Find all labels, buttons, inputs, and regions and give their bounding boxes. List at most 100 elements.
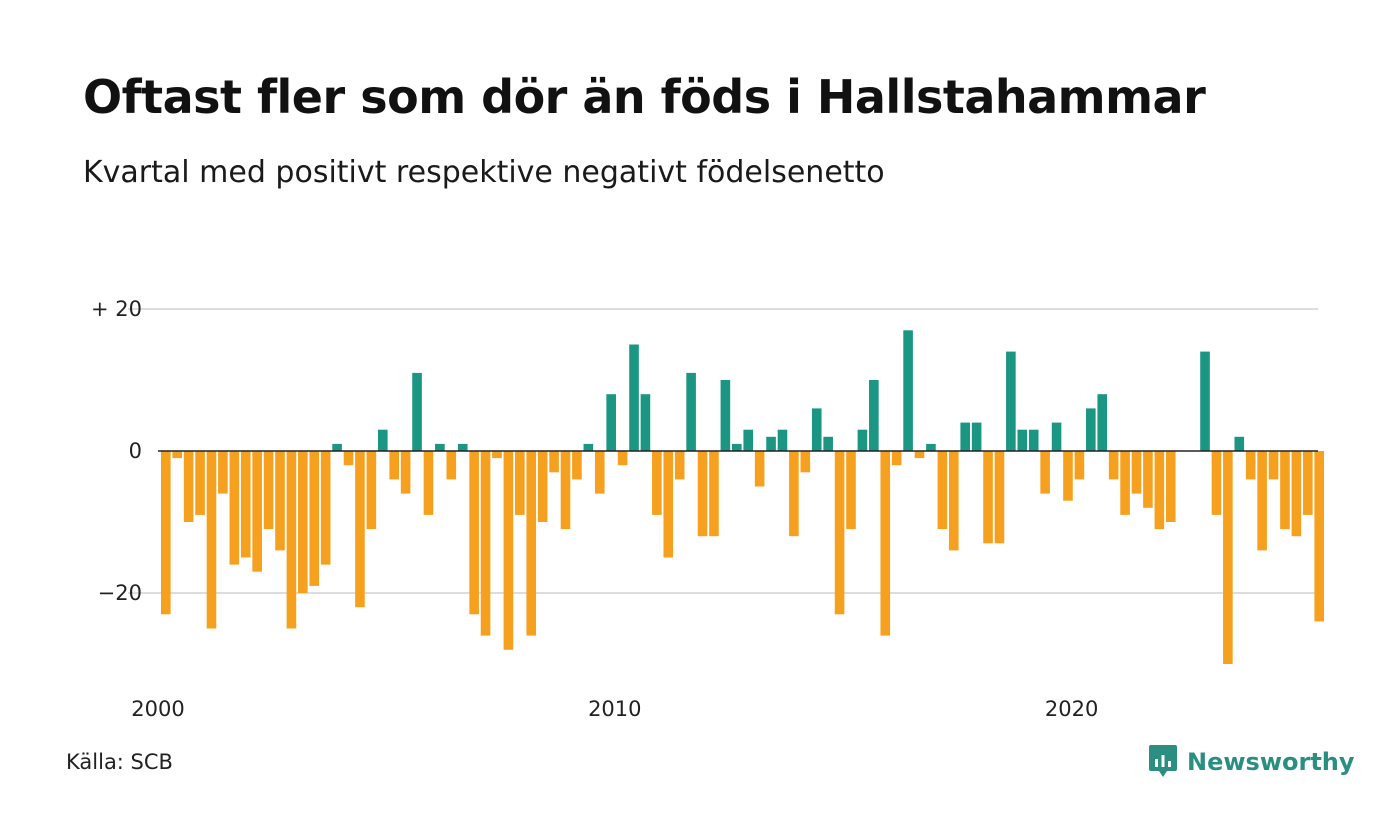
x-tick-label: 2020 [1045,697,1098,721]
y-tick-label: + 20 [91,297,142,321]
bar-negative [343,451,354,466]
bar-negative [480,451,491,636]
bar-negative [446,451,457,480]
bar-negative [846,451,856,530]
bar-negative [937,451,948,530]
bar-negative [286,451,297,629]
bar-negative [674,451,685,480]
bar-positive [971,422,982,451]
bar-positive [1234,436,1245,451]
bar-positive [640,394,651,451]
bar-negative [617,451,628,466]
bar-positive [412,372,422,451]
bar-positive [1006,351,1016,451]
bar-negative [389,451,399,480]
bar-negative [218,451,228,494]
bar-positive [720,380,731,451]
bar-negative [652,451,662,515]
bar-positive [629,344,639,451]
source-note: Källa: SCB [66,750,173,774]
bar-positive [457,443,468,451]
bar-negative [275,451,285,551]
bar-negative [1245,451,1256,480]
bar-negative [503,451,514,650]
bar-negative [983,451,993,544]
brand-name: Newsworthy [1187,748,1355,776]
axis-layer: + 20 0 −20 2000 2010 2020 [91,297,1318,721]
bar-negative [1074,451,1085,480]
bar-negative [469,451,479,615]
chart-subtitle: Kvartal med positivt respektive negativt… [83,155,885,190]
bar-positive [1051,422,1062,451]
x-tick-label: 2000 [131,697,184,721]
bar-negative [183,451,194,522]
bar-negative [1154,451,1165,530]
bar-negative [948,451,959,551]
bar-negative [309,451,320,586]
bar-negative [1291,451,1302,537]
bar-negative [195,451,205,515]
bar-positive [332,443,342,451]
bar-negative [492,451,502,459]
bar-negative [709,451,719,537]
bar-negative [161,451,171,615]
bar-negative [1120,451,1130,515]
bar-negative [1108,451,1119,480]
bar-positive [869,380,879,451]
bar-negative [1257,451,1267,551]
bar-negative [526,451,537,636]
bar-positive [823,436,833,451]
bar-negative [172,451,183,459]
x-tick-label: 2010 [588,697,641,721]
bar-negative [994,451,1005,544]
bar-negative [1165,451,1176,522]
bar-positive [606,394,616,451]
bar-negative [1223,451,1233,664]
bar-negative [206,451,217,629]
y-tick-label: −20 [98,581,142,605]
bar-positive [1017,429,1028,451]
newsworthy-logo-icon [1149,745,1177,777]
grid-layer [128,308,1318,594]
bar-positive [1086,408,1096,451]
bar-negative [1280,451,1290,530]
bar-negative [537,451,548,522]
bar-negative [320,451,331,565]
bar-negative [914,451,925,459]
bar-negative [423,451,434,515]
bar-negative [1211,451,1222,515]
bar-negative [355,451,365,608]
bar-negative [229,451,240,565]
bar-negative [549,451,559,473]
bar-negative [515,451,525,515]
y-tick-label: 0 [129,439,142,463]
bar-negative [891,451,902,466]
bar-negative [1314,451,1325,622]
bar-positive [377,429,388,451]
bar-negative [1303,451,1313,515]
bar-negative [298,451,308,593]
bar-negative [800,451,811,473]
bar-negative [594,451,605,494]
bar-positive [766,436,776,451]
bar-negative [697,451,708,537]
chart-title: Oftast fler som dör än föds i Hallstaham… [83,70,1206,124]
bar-negative [240,451,251,558]
bar-negative [1143,451,1153,508]
bar-positive [857,429,868,451]
bar-negative [1268,451,1279,480]
bar-negative [263,451,274,530]
bar-positive [435,443,445,451]
bar-negative [880,451,891,636]
bar-negative [789,451,799,537]
bar-positive [686,372,696,451]
bar-negative [366,451,377,530]
brand-logo: Newsworthy [1148,744,1355,780]
bar-positive [811,408,822,451]
bar-negative [1063,451,1073,501]
bar-negative [252,451,262,572]
bar-negative [560,451,571,530]
bar-positive [1097,394,1108,451]
bar-negative [1040,451,1050,494]
